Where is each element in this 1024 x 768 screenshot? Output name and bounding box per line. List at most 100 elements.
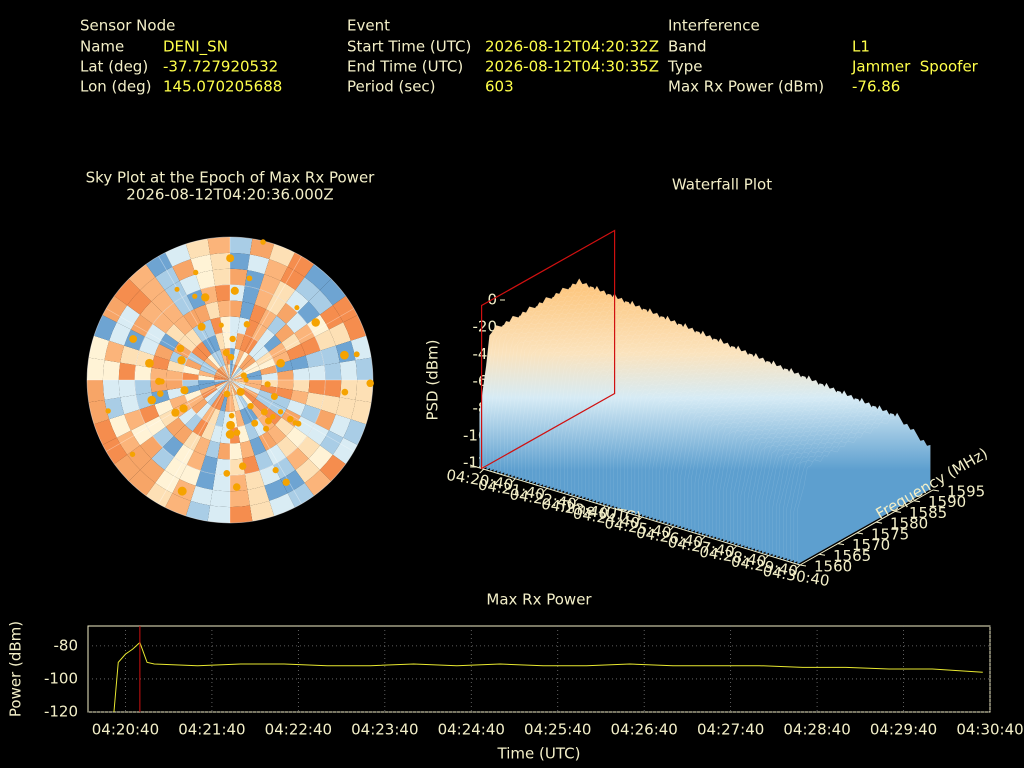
sky-cell (242, 455, 260, 475)
sky-cell (207, 505, 230, 523)
sky-cell (225, 395, 230, 412)
satellite (366, 379, 374, 388)
sky-cell (273, 457, 296, 480)
sky-cell (230, 395, 235, 412)
sky-cell (127, 445, 152, 470)
satellite (105, 408, 111, 414)
field-value: 2026-08-12T04:30:35Z (485, 58, 659, 76)
y-tick (856, 532, 864, 535)
sky-cell (208, 334, 221, 352)
sky-cell (295, 458, 320, 483)
satellite (192, 293, 198, 299)
sky-cell (230, 505, 253, 523)
sky-cell (230, 364, 238, 380)
x-tick (605, 507, 611, 512)
sky-cell (102, 295, 128, 323)
sky-cell (242, 361, 259, 373)
satellite (171, 408, 180, 417)
sky-cell (199, 384, 216, 395)
satellite (223, 470, 231, 477)
sky-cell (165, 417, 186, 437)
sky-cell (130, 423, 153, 446)
sky-cell (222, 364, 230, 380)
sky-cell (230, 380, 245, 390)
sky-cell (280, 266, 305, 291)
sky-cell (259, 274, 281, 296)
sky-cell (190, 485, 213, 506)
sky-cell (319, 430, 344, 455)
sky-cell (185, 500, 211, 522)
sky-cell (179, 464, 201, 486)
sky-cell (287, 252, 315, 278)
y-tick-label: 1570 (852, 536, 890, 554)
sky-cell (134, 365, 152, 380)
sky-spoke (158, 255, 231, 381)
sky-cell (184, 389, 202, 402)
sky-cell (264, 259, 288, 281)
sky-cell (241, 357, 256, 371)
y-axis-label: Power (dBm) (7, 621, 25, 717)
satellite (243, 321, 251, 328)
sky-cell (307, 423, 330, 446)
sky-cell (215, 284, 230, 302)
sky-cell (200, 455, 218, 475)
field-value: -37.727920532 (163, 58, 278, 76)
sky-cell (201, 387, 218, 399)
sky-cell (187, 394, 205, 409)
sky-cell (207, 237, 230, 255)
field-label: Lat (deg) (80, 58, 148, 76)
sky-cell (249, 436, 267, 456)
sky-cell (305, 350, 325, 368)
sky-cell (242, 387, 259, 399)
x-tick-label: 04:22:40 (265, 721, 332, 739)
sky-cell (164, 457, 187, 480)
sky-cell (87, 357, 105, 380)
sky-cell (273, 280, 296, 303)
sky-cell (201, 422, 216, 441)
sky-cell (212, 474, 230, 492)
satellite (193, 269, 199, 276)
sky-cell (205, 301, 221, 320)
satellite (311, 318, 320, 327)
sky-cell (275, 360, 293, 373)
sky-cell (201, 337, 216, 355)
satellite (270, 414, 276, 420)
sky-cell (245, 380, 262, 385)
satellite (228, 412, 235, 419)
z-axis-label: PSD (dBm) (424, 339, 442, 420)
sky-cell (145, 416, 166, 437)
sky-cell (120, 394, 140, 415)
sky-cell (244, 337, 259, 355)
sky-cell (274, 417, 295, 437)
x-tick-label: 04:25:40 (524, 721, 591, 739)
sky-cell (239, 301, 255, 320)
sky-cell (214, 375, 230, 380)
sky-cell (173, 424, 193, 445)
satellite (272, 467, 279, 474)
sky-cell (286, 399, 306, 417)
satellite (174, 286, 180, 292)
sky-cell (166, 370, 183, 380)
sky-cell (247, 485, 270, 506)
satellite (260, 239, 266, 245)
satellite (229, 335, 236, 343)
satellite (240, 372, 247, 379)
sky-cell (239, 354, 253, 369)
sky-spoke (105, 379, 231, 452)
sky-cell (198, 382, 215, 390)
sky-cell (193, 436, 211, 456)
sky-cell (204, 357, 219, 371)
x-tick-label: 04:28:40 (783, 721, 850, 739)
satellite (177, 486, 187, 496)
y-tick-label: 1590 (928, 493, 966, 511)
sky-cell (308, 365, 326, 380)
sky-cell (128, 264, 156, 291)
section-title: Sensor Node (80, 17, 175, 35)
sky-cell (319, 278, 346, 306)
x-tick (732, 545, 738, 551)
z-tick-label: -20 (473, 318, 498, 336)
sky-cell (234, 332, 245, 350)
sky-cell (128, 469, 156, 496)
sky-cell (244, 470, 265, 490)
sky-cell (210, 425, 223, 443)
